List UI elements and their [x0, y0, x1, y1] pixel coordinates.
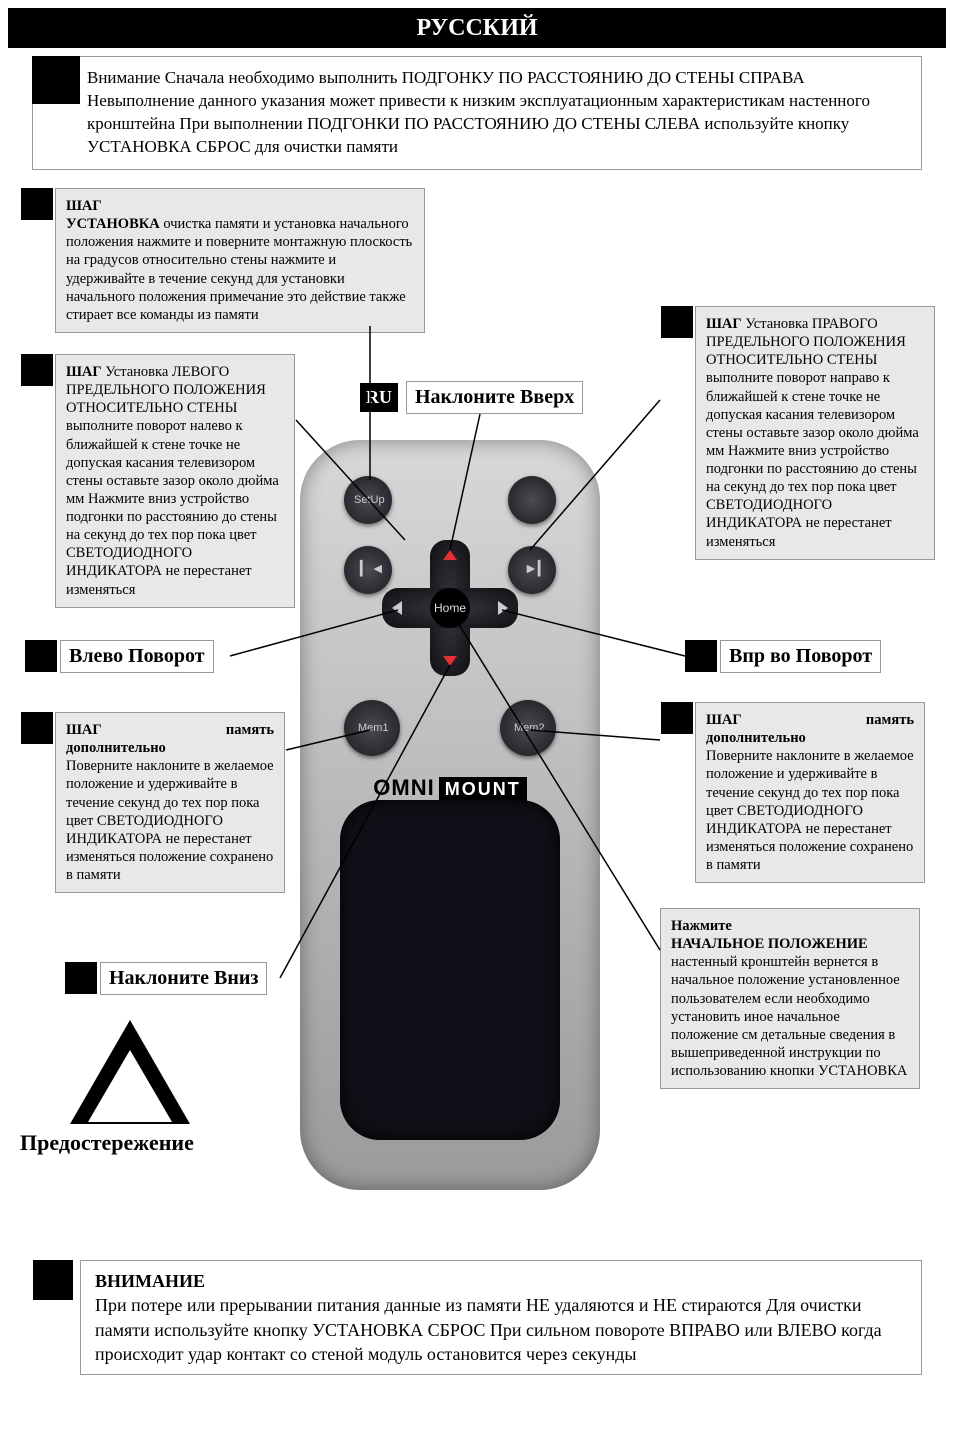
label-tilt-up: Наклоните Вверх: [406, 381, 583, 414]
top-notice-text: Внимание Сначала необходимо выполнить ПО…: [87, 68, 870, 156]
remote-mem1-label: Mem1: [358, 722, 389, 734]
home-body: настенный кронштейн вернется в начальное…: [671, 954, 907, 1079]
page: РУССКИЙ Внимание Сначала необходимо выпо…: [0, 0, 954, 1430]
label-turn-right-text: Впр во Поворот: [729, 645, 872, 667]
remote-setup-button[interactable]: SetUp: [344, 476, 392, 524]
remote-dpad: Home: [382, 540, 518, 676]
mem2-body: Поверните наклоните в желаемое положение…: [706, 748, 914, 873]
box-step-setup: ШАГ УСТАНОВКА очистка памяти и установка…: [55, 188, 425, 333]
left-limit-head: ШАГ: [66, 364, 102, 380]
remote-setup-label: SetUp: [354, 494, 385, 506]
step-marker: [661, 702, 693, 734]
step-marker: [21, 712, 53, 744]
brand-omni: OMNI: [373, 775, 434, 800]
remote-brand: OMNIMOUNT: [300, 775, 600, 801]
page-title: РУССКИЙ: [8, 8, 946, 48]
label-marker: [685, 640, 717, 672]
mem2-right: память: [866, 711, 914, 729]
remote-mem2-label: Mem2: [514, 722, 545, 734]
remote-home-button[interactable]: Home: [430, 588, 470, 628]
dpad-up-icon: [443, 550, 457, 560]
label-marker: [25, 640, 57, 672]
left-limit-body: выполните поворот налево к ближайшей к с…: [66, 418, 279, 597]
step-marker: [661, 306, 693, 338]
box-mem2: ШАГ память дополнительно Поверните накло…: [695, 702, 925, 883]
dpad-left-icon: [392, 601, 402, 615]
home-line2: НАЧАЛЬНОЕ ПОЛОЖЕНИЕ: [671, 936, 868, 952]
label-turn-left-text: Влево Поворот: [69, 645, 205, 667]
mem2-head: ШАГ: [706, 711, 742, 729]
dpad-right-icon: [498, 601, 508, 615]
box-mem1: ШАГ память дополнительно Поверните накло…: [55, 712, 285, 893]
skip-next-icon: ►▎: [524, 560, 549, 577]
top-notice-box: Внимание Сначала необходимо выполнить ПО…: [32, 56, 922, 170]
remote-device: SetUp ▎◄ ►▎ Home Mem1 Mem2 OMNIMOUNT: [300, 440, 600, 1190]
right-limit-body: выполните поворот направо к ближайшей к …: [706, 370, 919, 549]
home-line1: Нажмите: [671, 918, 732, 934]
step-marker: [21, 188, 53, 220]
dpad-down-icon: [443, 656, 457, 666]
notice-marker: [33, 1260, 73, 1300]
mem1-body: Поверните наклоните в желаемое положение…: [66, 758, 274, 883]
mem2-sub: дополнительно: [706, 730, 806, 746]
label-tilt-down: Наклоните Вниз: [100, 962, 267, 995]
brand-mount: MOUNT: [439, 777, 527, 801]
caution-label: Предостережение: [20, 1130, 194, 1156]
ru-badge: RU: [360, 383, 398, 412]
step-setup-head: ШАГ: [66, 198, 102, 214]
mem1-head: ШАГ: [66, 721, 102, 739]
box-left-limit: ШАГ Установка ЛЕВОГО ПРЕДЕЛЬНОГО ПОЛОЖЕН…: [55, 354, 295, 608]
bottom-body: При потере или прерывании питания данные…: [95, 1295, 882, 1364]
label-tilt-down-text: Наклоните Вниз: [109, 967, 258, 989]
step-setup-title: УСТАНОВКА: [66, 216, 160, 232]
mem1-right: память: [226, 721, 274, 739]
mem1-sub: дополнительно: [66, 740, 166, 756]
box-right-limit: ШАГ Установка ПРАВОГО ПРЕДЕЛЬНОГО ПОЛОЖЕ…: [695, 306, 935, 560]
label-turn-right: Впр во Поворот: [720, 640, 881, 673]
right-limit-head: ШАГ: [706, 316, 742, 332]
notice-marker: [32, 56, 80, 104]
label-marker: [65, 962, 97, 994]
bottom-head: ВНИМАНИЕ: [95, 1271, 205, 1291]
caution-icon: [70, 1020, 190, 1124]
skip-prev-icon: ▎◄: [360, 560, 385, 577]
remote-blank-button[interactable]: [508, 476, 556, 524]
step-marker: [21, 354, 53, 386]
remote-mem1-button[interactable]: Mem1: [344, 700, 400, 756]
remote-screen: [340, 800, 560, 1140]
remote-mem2-button[interactable]: Mem2: [500, 700, 556, 756]
bottom-notice-box: ВНИМАНИЕ При потере или прерывании питан…: [80, 1260, 922, 1375]
box-home: Нажмите НАЧАЛЬНОЕ ПОЛОЖЕНИЕ настенный кр…: [660, 908, 920, 1089]
label-turn-left: Влево Поворот: [60, 640, 214, 673]
